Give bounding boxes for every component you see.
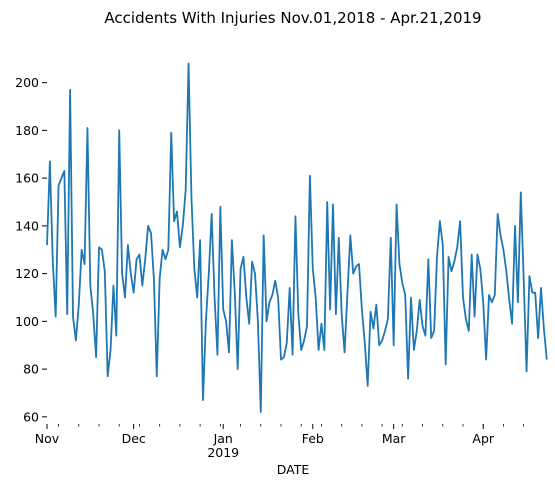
y-tick-label: 60 — [23, 409, 39, 424]
y-axis: 60 80 100 120 140 160 180 200 — [15, 75, 47, 424]
y-tick-label: 160 — [15, 171, 39, 186]
plot-area — [46, 62, 548, 413]
x-tick-label: Feb — [302, 431, 324, 446]
chart-title: Accidents With Injuries Nov.01,2018 - Ap… — [104, 9, 481, 27]
x-tick-label: Nov — [35, 431, 60, 446]
series-line — [46, 62, 548, 413]
x-tick-sublabel: 2019 — [207, 445, 239, 460]
x-tick-label: Jan — [213, 431, 233, 446]
x-tick-label: Apr — [472, 431, 494, 446]
x-tick-label: Dec — [122, 431, 146, 446]
y-tick-label: 180 — [15, 123, 39, 138]
y-tick-label: 140 — [15, 218, 39, 233]
y-tick-label: 120 — [15, 266, 39, 281]
y-tick-label: 100 — [15, 314, 39, 329]
x-axis-label: DATE — [277, 462, 310, 477]
y-tick-label: 200 — [15, 75, 39, 90]
x-tick-label: Mar — [382, 431, 406, 446]
y-tick-label: 80 — [23, 362, 39, 377]
